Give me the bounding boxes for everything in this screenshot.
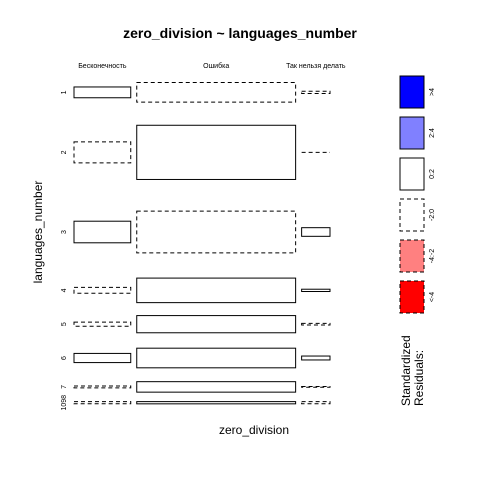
tile-row-6-col-1 — [73, 352, 132, 364]
x-axis-label: zero_division — [219, 423, 289, 437]
tile-row-7-col-2 — [136, 381, 297, 393]
tile-row-2-col-1 — [73, 141, 132, 164]
tile-row-5-col-2 — [136, 315, 297, 334]
row-label-1: 1 — [61, 90, 68, 94]
legend-swatch-4 — [399, 198, 425, 232]
tile-row-6-col-2 — [136, 347, 297, 369]
row-label-2: 2 — [61, 150, 68, 154]
tile-row-3-col-1 — [73, 220, 132, 244]
legend-label-4: -2:0 — [429, 209, 436, 221]
tile-row-3-col-2 — [136, 210, 297, 254]
legend-label-5: -4:-2 — [429, 249, 436, 264]
y-axis-label: languages_number — [31, 181, 45, 284]
tile-row-3-col-3 — [301, 227, 331, 237]
tile-row-1-col-2 — [136, 82, 297, 103]
legend-label-1: >4 — [429, 88, 436, 96]
legend-label-2: 2:4 — [429, 128, 436, 138]
legend-label-6: <-4 — [429, 292, 436, 302]
row-label-5: 5 — [61, 322, 68, 326]
row-label-1098: 1098 — [61, 395, 68, 411]
tile-row-4-col-1 — [73, 286, 132, 294]
row-labels: 1 2 3 4 5 6 7 1098 — [61, 90, 68, 410]
tile-row-6-col-3 — [301, 355, 331, 361]
tile-row-5-col-3 — [301, 322, 331, 326]
tile-row-1-col-3 — [301, 90, 331, 95]
tile-row-1-col-1 — [73, 86, 132, 99]
tile-row-7-col-1 — [73, 385, 132, 389]
column-label-1: Бесконечность — [78, 63, 127, 70]
tile-row-5-col-1 — [73, 321, 132, 327]
tile-row-1098-col-2 — [136, 401, 297, 405]
legend-swatch-3 — [399, 157, 425, 191]
legend-swatch-1 — [399, 75, 425, 109]
row-label-7: 7 — [61, 385, 68, 389]
tile-row-1098-col-3 — [301, 401, 331, 405]
column-label-2: Ошибка — [203, 62, 229, 70]
mosaic-tiles — [73, 82, 331, 405]
row-label-4: 4 — [61, 288, 68, 292]
legend-swatch-2 — [399, 116, 425, 150]
tile-row-7-col-3 — [301, 386, 331, 388]
legend-swatch-5 — [399, 239, 425, 273]
tile-row-1098-col-1 — [73, 401, 132, 405]
legend-title-line-2: Residuals: — [412, 350, 426, 406]
legend-title-line-1: Standardized — [399, 335, 413, 406]
chart-title: zero_division ~ languages_number — [123, 25, 357, 41]
tile-row-4-col-2 — [136, 277, 297, 304]
row-label-3: 3 — [61, 230, 68, 234]
tile-row-4-col-3 — [301, 288, 331, 293]
row-label-6: 6 — [61, 356, 68, 360]
legend: >4 2:4 0:2 -2:0 -4:-2 <-4 — [399, 75, 436, 314]
legend-label-3: 0:2 — [429, 169, 436, 179]
column-label-3: Так нельзя делать — [286, 63, 346, 70]
legend-swatch-6 — [399, 280, 425, 314]
tile-row-2-col-2 — [136, 124, 297, 180]
column-labels: Бесконечность Ошибка Так нельзя делать — [78, 62, 346, 70]
